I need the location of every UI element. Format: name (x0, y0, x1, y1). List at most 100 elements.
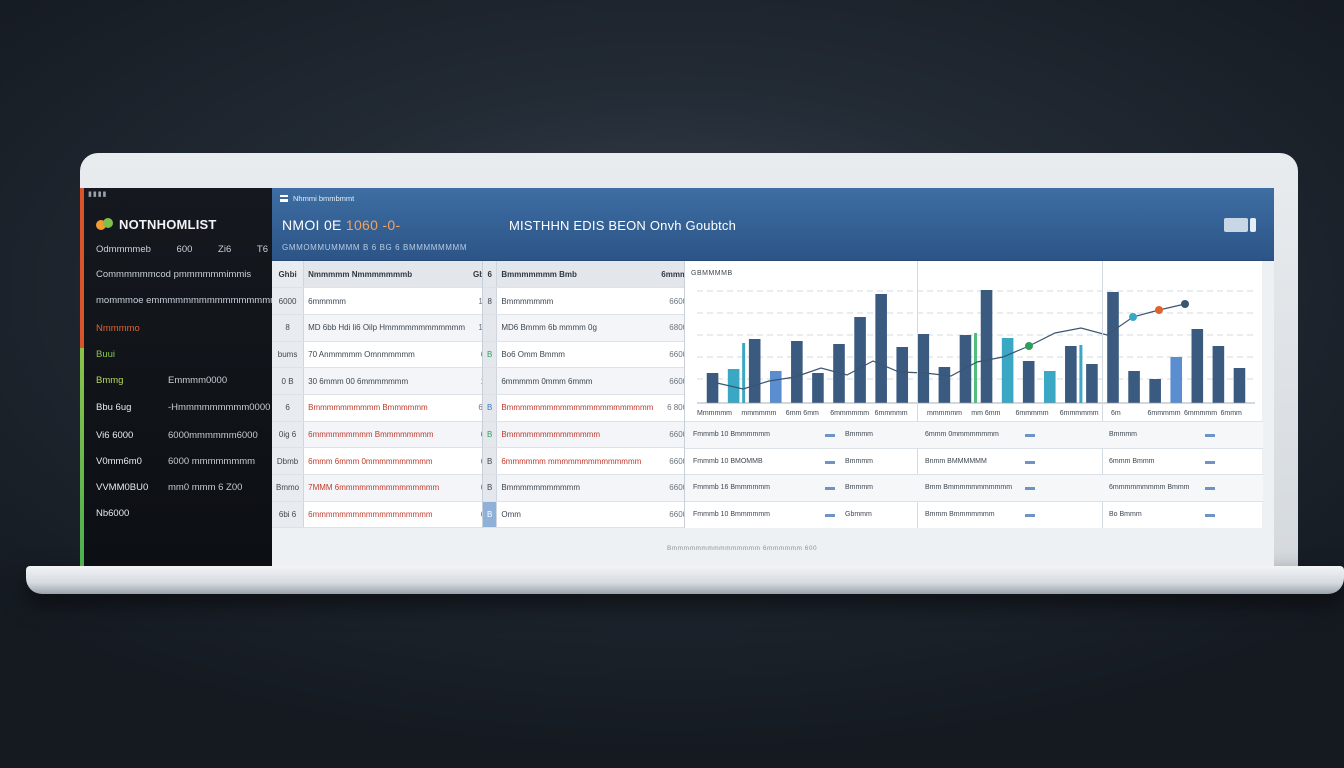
label-cell: Bmmmmmmmmmm Bmmmmmm (303, 394, 470, 422)
cell-text: B (487, 510, 493, 520)
chart-bar[interactable] (727, 369, 740, 403)
table-header-row: 6 Bmmmmmmm Bmb 6mmm (483, 261, 692, 289)
chart-panel: Mmmmmm mmmmmm 6mm 6mm 6mmmmmm 6mmmmm mmmmmm mm… (684, 261, 1263, 528)
chart-row-text: Bo Bmmm (1109, 511, 1142, 519)
table-row[interactable]: B Bo6 Omm Bmmm 6600 (483, 341, 692, 369)
sidebar-item-label: Vi6 6000 (96, 430, 134, 441)
row-key-cell: 8 (272, 314, 305, 342)
cell-text: B (487, 349, 493, 359)
page-subtitle: GMMOMMUMMMM B 6 BG 6 BMMMMMMMM (282, 243, 468, 252)
chart-bar[interactable] (791, 341, 803, 403)
table-row[interactable]: B 6mmmmmm mmmmmmmmmmmmmm 6600 (483, 447, 692, 475)
sidebar-item[interactable]: Bbu 6ug -Hmmmmmmmmm0000 (96, 402, 270, 413)
chart-row-text: Bmmmm (845, 484, 873, 492)
sidebar-item[interactable]: Vi6 6000 6000mmmmmm6000 (96, 430, 258, 441)
table-row[interactable]: 6bi 66mmmmmmmmmmmmmmmmmm6800 (272, 501, 503, 529)
sidebar-item[interactable]: Buui (96, 349, 115, 360)
chart-series-swatch (1205, 434, 1215, 437)
chart-bar[interactable] (1001, 338, 1014, 403)
table-row[interactable]: 6mmmmm 0mmm 6mmm 6600 (483, 367, 692, 395)
chart-legend-row[interactable]: Fmmmb 16 Bmmmmmm Bmmmm Bmm Bmmmmmmmmmmm 6mm… (685, 474, 1263, 501)
cell-text: 6mmmmmm mmmmmmmmmmmmmm (501, 456, 642, 466)
chart-row-text: Fmmmb 16 Bmmmmmm (693, 484, 770, 492)
label-cell: Bmmmmmmmmmmm (496, 474, 658, 502)
chart-line-marker[interactable] (1181, 300, 1189, 308)
sidebar-top-label: ▮▮▮▮ (88, 191, 108, 198)
label-cell: MD 6bb Hdi li6 Oilp Hmmmmmmmmmmmm (303, 314, 470, 342)
chart-bar[interactable] (1043, 371, 1056, 403)
chart-bar[interactable] (706, 373, 719, 403)
sidebar-item[interactable]: Nmmmmo (96, 323, 140, 334)
table-row[interactable]: MD6 Bmmm 6b mmmm 0g 6800 (483, 314, 692, 342)
chart-bar[interactable] (896, 347, 909, 403)
chart-line-marker[interactable] (1155, 306, 1163, 314)
sidebar-item[interactable]: V0mm6m0 6000 mmmmmmmm (96, 456, 255, 467)
chart-bar[interactable] (1170, 357, 1183, 403)
chart-bar[interactable] (1212, 346, 1225, 403)
chart-line-marker[interactable] (1129, 313, 1137, 321)
table-row[interactable]: B Bmmmmmmmmmmmmmmmmmmmmmm 6 800 (483, 394, 692, 422)
chart-bar[interactable] (1233, 368, 1246, 403)
column-header: Bmmmmmmm Bmb (496, 261, 658, 289)
chart-bar[interactable] (1086, 364, 1098, 403)
chart-bar[interactable] (917, 334, 930, 403)
menu-icon[interactable] (280, 195, 288, 202)
chart-x-label: 6mmm (1221, 410, 1243, 417)
table-row[interactable]: 0 B30 6mmm 00 6mmmmmmm1600 (272, 367, 503, 395)
chart-bar[interactable] (1065, 346, 1077, 403)
row-key-cell: 0 B (272, 367, 305, 395)
breadcrumb[interactable]: Nhmmi bmmbmmt (280, 194, 354, 203)
table-row[interactable]: B Bmmmmmmmmmmmmmm 6600 (483, 421, 692, 449)
app-logo[interactable]: NOTNHOMLIST (96, 217, 217, 232)
row-key-cell: Dbmb (272, 447, 305, 475)
chart-accent-bar (742, 343, 746, 403)
cell-text: 6bi 6 (278, 510, 297, 520)
table-row[interactable]: 8 Bmmmmmmm 6600 (483, 287, 692, 315)
table-row[interactable]: B Omm 6600 (483, 501, 692, 529)
table-row[interactable]: B Bmmmmmmmmmmm 6600 (483, 474, 692, 502)
page-title: NMOI 0E 1060 -0- (282, 217, 400, 233)
sidebar-item-label: VVMM0BU0 (96, 482, 149, 493)
cell-text: 6 (285, 403, 290, 413)
chart-bar[interactable] (938, 367, 951, 403)
chart-bar[interactable] (812, 373, 824, 403)
cell-text: Omm (501, 510, 521, 520)
chart-legend-row[interactable]: Fmmmb 10 BMOMMB Bmmmm Bnmm BMMMMMM 6mmm Bmm… (685, 447, 1263, 475)
chart-bar[interactable] (1191, 329, 1204, 403)
sidebar-item[interactable]: Bmmg Emmmm0000 (96, 375, 227, 386)
page-title-accent: 1060 -0- (345, 217, 401, 233)
chart-bar[interactable] (833, 344, 845, 403)
chart-bar[interactable] (854, 317, 866, 403)
chart-bar[interactable] (1149, 379, 1161, 403)
cell-text: 6 800 (667, 403, 688, 413)
sidebar: ▮▮▮▮ NOTNHOMLIST Odmmmmeb 600 Zi6 T6 Com… (80, 188, 283, 566)
cell-text: 70 Anmmmmm Omnmmmmm (308, 349, 415, 359)
chart-divider (1102, 261, 1103, 528)
cell-text: Dbmb (276, 456, 299, 466)
chart-bar[interactable] (769, 371, 782, 403)
label-cell: 6mmmmmmmmm Bmmmmmmmm (303, 421, 470, 449)
chart-legend-row[interactable]: Fmmmb 10 Bmmmmmm Gbmmm Bmmm Bmmmmmmm Bo Bmm… (685, 501, 1263, 528)
chart-bar[interactable] (980, 290, 993, 403)
cell-text: 6mmmmmmmmmmmmmmmmmm (308, 510, 433, 520)
chart-bar[interactable] (748, 339, 761, 403)
chart-bar[interactable] (1022, 361, 1035, 403)
window-toggle-button[interactable] (1224, 218, 1258, 232)
sidebar-item[interactable]: VVMM0BU0 mm0 mmm 6 Z00 (96, 482, 242, 493)
row-key-cell: 6 (272, 394, 305, 422)
chart-bar[interactable] (959, 335, 972, 403)
chart-legend-row[interactable]: Fmmmb 10 Bmmmmmm Bmmmm 6mmm 0mmmmmmmm Bmmmm (685, 421, 1263, 448)
sidebar-item[interactable]: Nb6000 (96, 508, 129, 519)
chart-bar[interactable] (1128, 371, 1140, 403)
row-key-cell: B (483, 447, 498, 475)
chart-bar[interactable] (875, 294, 887, 403)
chart-bar[interactable] (1107, 292, 1119, 403)
chart-line-marker[interactable] (1025, 342, 1033, 350)
